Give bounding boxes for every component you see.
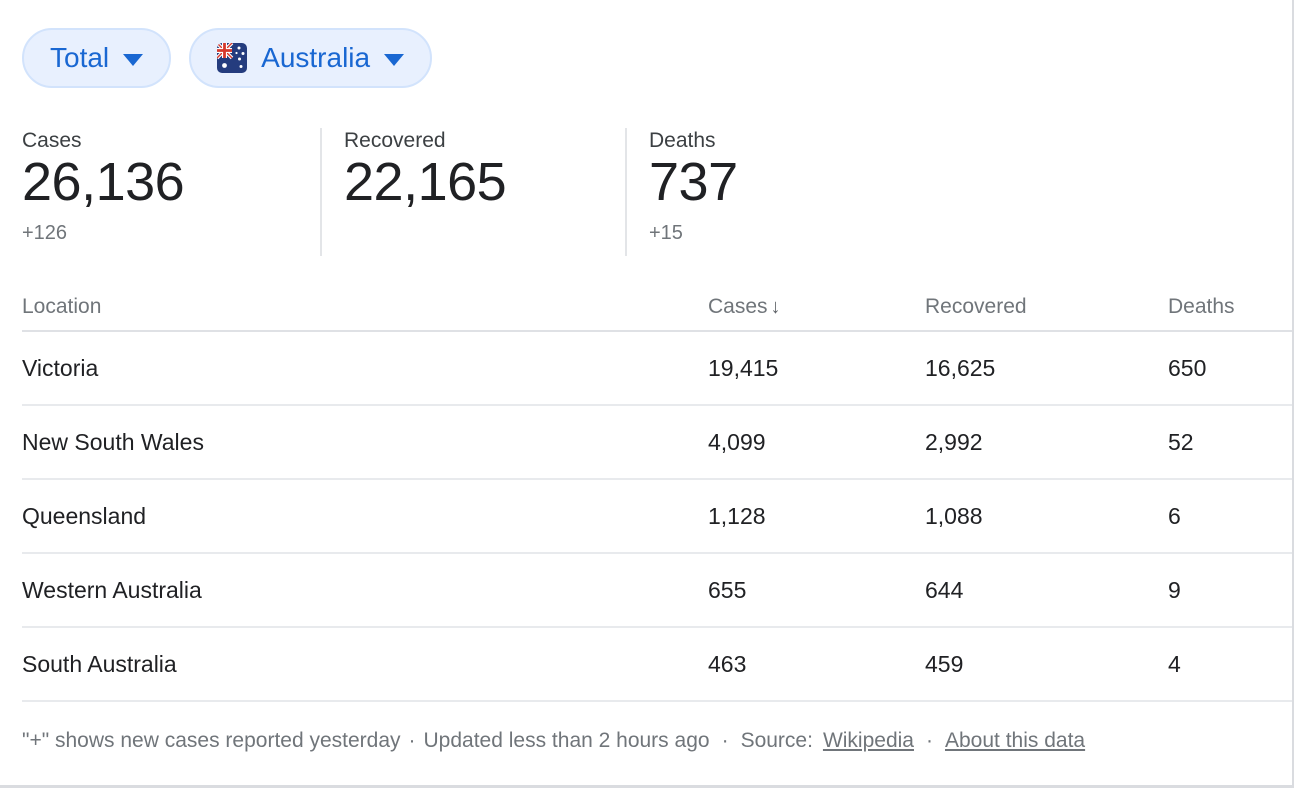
stat-deaths-value: 737 xyxy=(649,152,738,212)
stat-recovered-delta xyxy=(344,223,625,243)
stat-recovered: Recovered 22,165 xyxy=(322,128,625,256)
chevron-down-icon xyxy=(384,53,405,66)
stats-divider xyxy=(625,128,627,256)
table-row: Western Australia 655 644 9 xyxy=(22,554,1292,628)
cell-cases: 655 xyxy=(708,576,747,603)
table-row: Queensland 1,128 1,088 6 xyxy=(22,480,1292,554)
region-dropdown[interactable]: Australia xyxy=(189,28,433,88)
cell-location: South Australia xyxy=(22,650,177,677)
table-row: Victoria 19,415 16,625 650 xyxy=(22,332,1292,406)
cell-cases: 1,128 xyxy=(708,502,766,529)
cell-recovered: 2,992 xyxy=(925,428,983,455)
cell-recovered: 16,625 xyxy=(925,354,996,381)
separator-dot: · xyxy=(721,729,729,752)
metric-dropdown[interactable]: Total xyxy=(22,28,172,88)
summary-stats: Cases 26,136 +126 Recovered 22,165 Death… xyxy=(0,128,1292,256)
table-header-recovered[interactable]: Recovered xyxy=(925,294,1027,318)
table-header-row: Location Cases ↓ Recovered Deaths xyxy=(22,283,1292,332)
table-row: South Australia 463 459 4 xyxy=(22,628,1292,702)
table-header-deaths[interactable]: Deaths xyxy=(1168,294,1235,318)
sort-descending-icon: ↓ xyxy=(770,295,781,318)
footer-updated-text: Updated less than 2 hours ago xyxy=(423,729,710,752)
stat-cases-value: 26,136 xyxy=(22,152,185,212)
cell-location: Victoria xyxy=(22,354,99,381)
filter-chips: Total xyxy=(22,28,1292,88)
separator-dot: · xyxy=(925,729,933,752)
stat-deaths: Deaths 737 +15 xyxy=(627,128,1292,256)
footer-note: "+" shows new cases reported yesterday ·… xyxy=(22,702,1292,780)
cell-location: New South Wales xyxy=(22,428,204,455)
stat-cases-label: Cases xyxy=(22,129,82,152)
cell-location: Western Australia xyxy=(22,576,202,603)
cell-recovered: 644 xyxy=(925,576,964,603)
australia-flag-icon xyxy=(217,43,248,73)
region-dropdown-label: Australia xyxy=(261,42,371,73)
stat-deaths-delta: +15 xyxy=(649,221,683,244)
table-row: New South Wales 4,099 2,992 52 xyxy=(22,406,1292,480)
chevron-down-icon xyxy=(123,53,144,66)
about-this-data-link[interactable]: About this data xyxy=(944,729,1086,752)
metric-dropdown-label: Total xyxy=(50,42,110,73)
stat-recovered-label: Recovered xyxy=(344,129,446,152)
cell-recovered: 459 xyxy=(925,650,964,677)
stat-cases: Cases 26,136 +126 xyxy=(0,128,320,256)
cell-recovered: 1,088 xyxy=(925,502,983,529)
stat-cases-delta: +126 xyxy=(22,221,68,244)
separator-dot: · xyxy=(408,729,416,752)
table-header-location[interactable]: Location xyxy=(22,294,102,318)
stat-recovered-value: 22,165 xyxy=(344,152,507,212)
cell-cases: 463 xyxy=(708,650,747,677)
stat-deaths-label: Deaths xyxy=(649,129,716,152)
footer-source-label: Source: xyxy=(740,729,813,752)
cell-cases: 19,415 xyxy=(708,354,779,381)
cell-deaths: 650 xyxy=(1168,354,1207,381)
cell-deaths: 4 xyxy=(1168,650,1181,677)
cell-cases: 4,099 xyxy=(708,428,766,455)
cell-deaths: 6 xyxy=(1168,502,1181,529)
stats-divider xyxy=(320,128,322,256)
cell-deaths: 52 xyxy=(1168,428,1194,455)
footer-note-text: "+" shows new cases reported yesterday xyxy=(22,729,401,752)
locations-table: Location Cases ↓ Recovered Deaths Victori… xyxy=(0,283,1292,702)
cell-deaths: 9 xyxy=(1168,576,1181,603)
cell-location: Queensland xyxy=(22,502,147,529)
wikipedia-link[interactable]: Wikipedia xyxy=(822,729,914,752)
table-header-cases[interactable]: Cases ↓ xyxy=(708,294,781,318)
